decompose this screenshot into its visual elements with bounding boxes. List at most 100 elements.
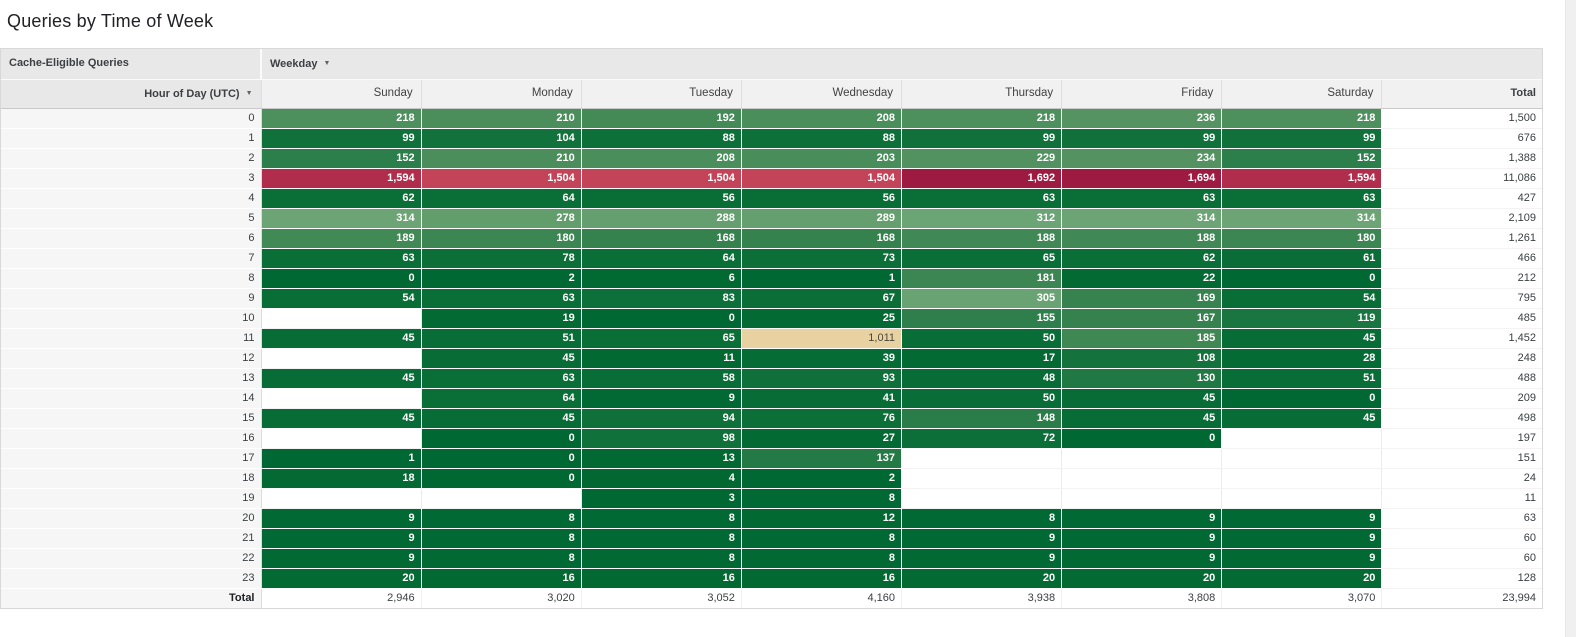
heat-cell: 314 bbox=[1221, 208, 1383, 229]
heat-cell: 8 bbox=[741, 528, 903, 549]
chart-title: Queries by Time of Week bbox=[7, 11, 214, 31]
heat-cell: 181 bbox=[901, 268, 1063, 289]
heat-cell: 108 bbox=[1061, 348, 1223, 369]
row-total-cell: 248 bbox=[1381, 348, 1542, 369]
column-total-cell: 4,160 bbox=[741, 587, 903, 608]
heat-cell: 54 bbox=[1221, 288, 1383, 309]
totals-row: Total 2,946 3,020 3,052 4,160 3,938 3,808 3,070… bbox=[1, 587, 1542, 608]
heat-cell: 45 bbox=[261, 328, 422, 349]
row-dimension-header[interactable]: Hour of Day (UTC) ▼ bbox=[1, 79, 262, 109]
row-label-hour: 7 bbox=[1, 248, 262, 269]
column-header-friday[interactable]: Friday bbox=[1061, 79, 1223, 109]
heat-cell: 45 bbox=[1061, 388, 1223, 409]
heat-cell: 72 bbox=[901, 428, 1063, 449]
heat-cell: 64 bbox=[421, 188, 582, 209]
heat-cell: 9 bbox=[1061, 528, 1223, 549]
table-row: 1 99 104 88 88 99 99 99 676 bbox=[1, 128, 1542, 149]
heat-cell: 45 bbox=[421, 348, 582, 369]
row-total-cell: 209 bbox=[1381, 388, 1542, 409]
dropdown-caret-icon: ▼ bbox=[323, 59, 331, 67]
heat-cell: 73 bbox=[741, 248, 903, 269]
row-label-hour: 0 bbox=[1, 108, 262, 129]
row-total-cell: 498 bbox=[1381, 408, 1542, 429]
heat-cell: 180 bbox=[421, 228, 582, 249]
row-label-hour: 23 bbox=[1, 568, 262, 589]
heat-cell-empty bbox=[1061, 468, 1223, 489]
heat-cell: 0 bbox=[421, 428, 582, 449]
table-row: 10 19 0 25 155 167 119 485 bbox=[1, 308, 1542, 329]
heat-cell: 236 bbox=[1061, 108, 1223, 129]
heat-cell: 63 bbox=[1061, 188, 1223, 209]
row-label-hour: 8 bbox=[1, 268, 262, 289]
heat-cell: 99 bbox=[1061, 128, 1223, 149]
grand-total-cell: 23,994 bbox=[1381, 587, 1542, 608]
metric-header: Cache-Eligible Queries bbox=[1, 49, 262, 80]
heat-cell: 9 bbox=[1061, 508, 1223, 529]
vertical-scrollbar[interactable] bbox=[1565, 0, 1576, 637]
total-column-header[interactable]: Total bbox=[1381, 79, 1542, 109]
row-label-hour: 11 bbox=[1, 328, 262, 349]
column-header-monday[interactable]: Monday bbox=[421, 79, 582, 109]
table-row: 23 20 16 16 16 20 20 20 128 bbox=[1, 568, 1542, 589]
heat-cell: 2 bbox=[421, 268, 582, 289]
column-total-cell: 3,052 bbox=[581, 587, 742, 608]
heat-cell: 0 bbox=[1061, 428, 1223, 449]
heat-cell: 188 bbox=[901, 228, 1063, 249]
heat-cell: 94 bbox=[581, 408, 742, 429]
column-header-sunday[interactable]: Sunday bbox=[261, 79, 422, 109]
column-total-cell: 3,938 bbox=[901, 587, 1063, 608]
row-total-cell: 427 bbox=[1381, 188, 1542, 209]
heat-cell: 18 bbox=[261, 468, 422, 489]
heat-cell: 210 bbox=[421, 108, 582, 129]
table-row: 3 1,594 1,504 1,504 1,504 1,692 1,694 1,594 11,0… bbox=[1, 168, 1542, 189]
heat-cell: 45 bbox=[1221, 328, 1383, 349]
table-row: 9 54 63 83 67 305 169 54 795 bbox=[1, 288, 1542, 309]
column-total-cell: 2,946 bbox=[261, 587, 422, 608]
row-total-cell: 197 bbox=[1381, 428, 1542, 449]
table-row: 15 45 45 94 76 148 45 45 498 bbox=[1, 408, 1542, 429]
column-header-saturday[interactable]: Saturday bbox=[1221, 79, 1383, 109]
table-row: 0 218 210 192 208 218 236 218 1,500 bbox=[1, 108, 1542, 129]
heat-cell: 192 bbox=[581, 108, 742, 129]
table-row: 18 18 0 4 2 24 bbox=[1, 468, 1542, 489]
table-row: 22 9 8 8 8 9 9 9 60 bbox=[1, 548, 1542, 569]
heat-cell-empty bbox=[1221, 468, 1383, 489]
row-label-hour: 6 bbox=[1, 228, 262, 249]
heat-cell: 8 bbox=[741, 548, 903, 569]
heat-cell-empty bbox=[1221, 448, 1383, 469]
heat-cell-empty bbox=[261, 388, 422, 409]
heat-cell: 9 bbox=[1221, 508, 1383, 529]
column-header-wednesday[interactable]: Wednesday bbox=[741, 79, 903, 109]
heat-cell: 169 bbox=[1061, 288, 1223, 309]
heat-cell: 19 bbox=[421, 308, 582, 329]
heat-cell: 137 bbox=[741, 448, 903, 469]
heat-cell: 65 bbox=[581, 328, 742, 349]
heat-cell: 58 bbox=[581, 368, 742, 389]
heat-cell: 167 bbox=[1061, 308, 1223, 329]
heat-cell: 0 bbox=[581, 308, 742, 329]
table-row: 4 62 64 56 56 63 63 63 427 bbox=[1, 188, 1542, 209]
heat-cell: 314 bbox=[1061, 208, 1223, 229]
row-label-hour: 20 bbox=[1, 508, 262, 529]
column-dimension-header[interactable]: Weekday ▼ bbox=[261, 49, 1542, 80]
row-total-cell: 24 bbox=[1381, 468, 1542, 489]
heat-cell-empty bbox=[1221, 428, 1383, 449]
heat-cell: 203 bbox=[741, 148, 903, 169]
heat-cell: 11 bbox=[581, 348, 742, 369]
table-row: 14 64 9 41 50 45 0 209 bbox=[1, 388, 1542, 409]
heat-cell: 188 bbox=[1061, 228, 1223, 249]
row-label-hour: 15 bbox=[1, 408, 262, 429]
heat-cell: 45 bbox=[261, 408, 422, 429]
row-total-cell: 466 bbox=[1381, 248, 1542, 269]
column-header-thursday[interactable]: Thursday bbox=[901, 79, 1063, 109]
heat-cell: 62 bbox=[261, 188, 422, 209]
heat-cell-empty bbox=[421, 488, 582, 509]
row-label-hour: 9 bbox=[1, 288, 262, 309]
heat-cell-empty bbox=[901, 488, 1063, 509]
heat-cell: 50 bbox=[901, 388, 1063, 409]
column-header-tuesday[interactable]: Tuesday bbox=[581, 79, 742, 109]
heat-cell: 2 bbox=[741, 468, 903, 489]
heat-cell: 61 bbox=[1221, 248, 1383, 269]
row-total-cell: 1,500 bbox=[1381, 108, 1542, 129]
heat-cell: 1,694 bbox=[1061, 168, 1223, 189]
